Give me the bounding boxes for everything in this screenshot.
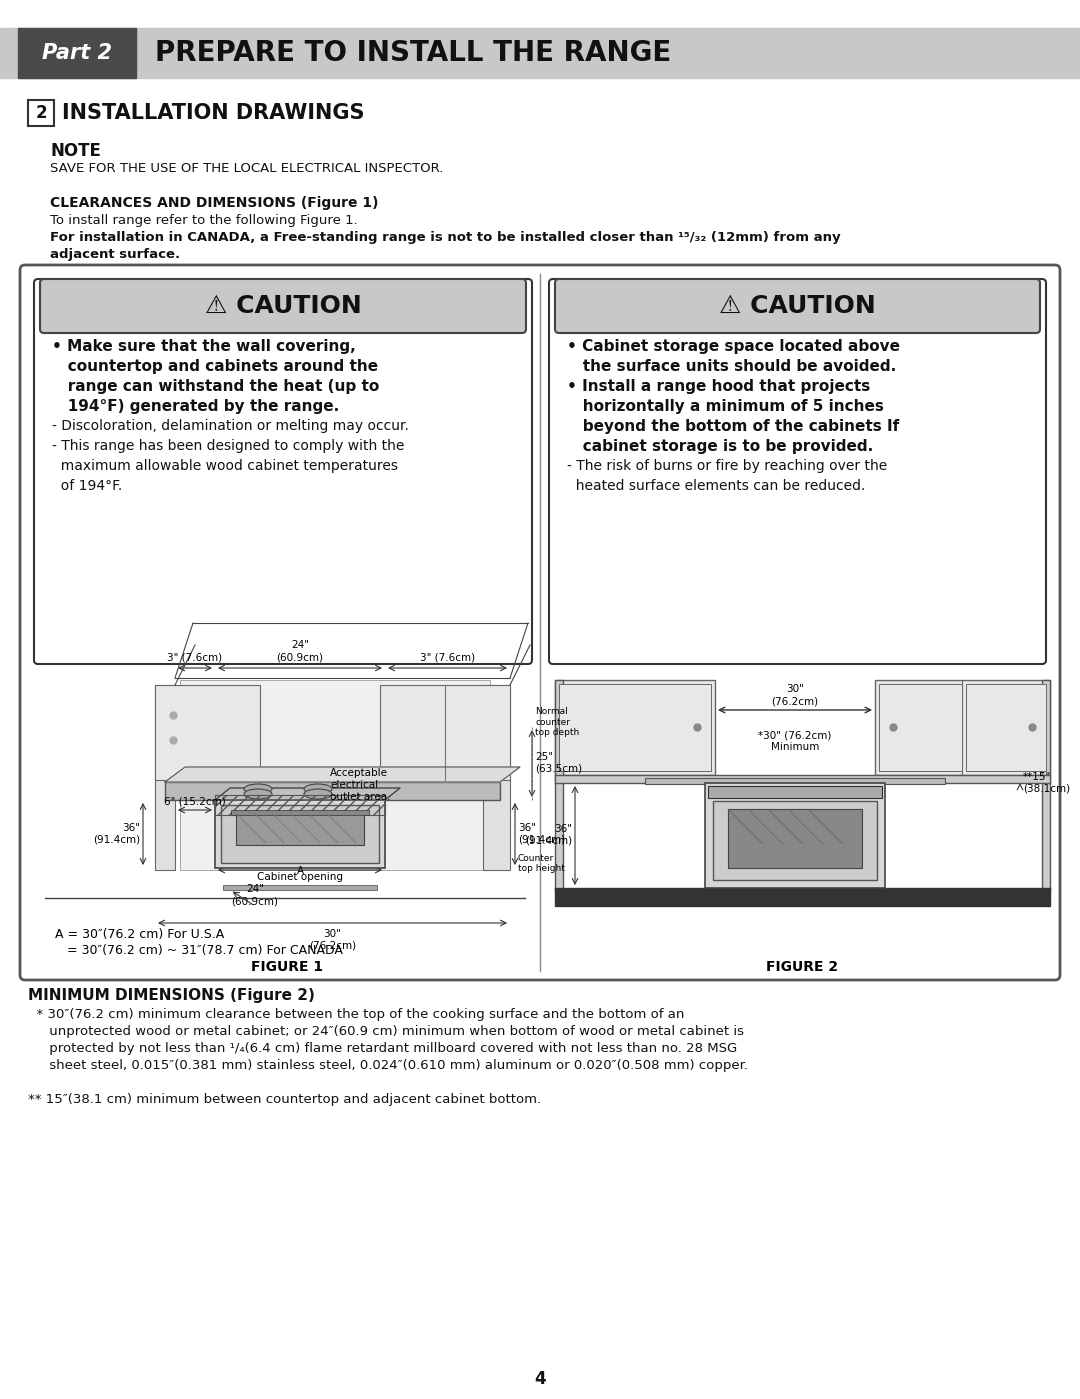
Bar — [879, 684, 962, 771]
Text: 30"
(76.2cm): 30" (76.2cm) — [309, 929, 356, 950]
FancyBboxPatch shape — [21, 264, 1059, 981]
Text: 30"
(76.2cm): 30" (76.2cm) — [771, 684, 819, 706]
Bar — [156, 686, 260, 781]
Ellipse shape — [303, 783, 332, 795]
Text: * 30″(76.2 cm) minimum clearance between the top of the cooking surface and the : * 30″(76.2 cm) minimum clearance between… — [28, 1009, 685, 1021]
Text: = 30″(76.2 cm) ~ 31″(78.7 cm) For CANADA: = 30″(76.2 cm) ~ 31″(78.7 cm) For CANADA — [55, 944, 342, 957]
Polygon shape — [165, 767, 519, 782]
Bar — [222, 886, 377, 890]
Bar — [165, 782, 500, 800]
Text: INSTALLATION DRAWINGS: INSTALLATION DRAWINGS — [62, 104, 365, 123]
Text: • Cabinet storage space located above: • Cabinet storage space located above — [567, 339, 900, 354]
Bar — [645, 778, 945, 783]
Text: 3" (7.6cm): 3" (7.6cm) — [167, 652, 222, 662]
Text: 25"
(63.5cm): 25" (63.5cm) — [535, 753, 582, 774]
Text: - This range has been designed to comply with the: - This range has been designed to comply… — [52, 439, 404, 453]
Text: Cabinet opening: Cabinet opening — [257, 872, 343, 881]
Text: ⚠ CAUTION: ⚠ CAUTION — [719, 294, 876, 318]
Bar — [966, 684, 1047, 771]
Text: beyond the bottom of the cabinets If: beyond the bottom of the cabinets If — [567, 418, 900, 434]
Text: PREPARE TO INSTALL THE RANGE: PREPARE TO INSTALL THE RANGE — [156, 39, 672, 67]
Bar — [0, 28, 1080, 78]
Text: 36"
(91.4cm): 36" (91.4cm) — [518, 823, 565, 845]
Text: CLEARANCES AND DIMENSIONS (Figure 1): CLEARANCES AND DIMENSIONS (Figure 1) — [50, 196, 378, 210]
Text: Part 2: Part 2 — [42, 43, 112, 63]
Text: 24"
(60.9cm): 24" (60.9cm) — [276, 641, 324, 662]
Bar — [231, 810, 369, 816]
Text: countertop and cabinets around the: countertop and cabinets around the — [52, 360, 378, 374]
Text: Counter
top height: Counter top height — [518, 853, 565, 873]
Text: ** 15″(38.1 cm) minimum between countertop and adjacent cabinet bottom.: ** 15″(38.1 cm) minimum between countert… — [28, 1093, 541, 1107]
Text: horizontally a minimum of 5 inches: horizontally a minimum of 5 inches — [567, 399, 883, 414]
FancyBboxPatch shape — [40, 278, 526, 333]
Bar — [705, 783, 885, 888]
Bar — [237, 813, 364, 845]
Text: FIGURE 2: FIGURE 2 — [766, 960, 838, 974]
Bar — [559, 684, 711, 771]
Text: **15"
(38.1cm): **15" (38.1cm) — [1023, 772, 1070, 793]
Text: A: A — [296, 866, 303, 876]
Polygon shape — [215, 788, 400, 800]
Text: cabinet storage is to be provided.: cabinet storage is to be provided. — [567, 439, 874, 455]
FancyBboxPatch shape — [549, 278, 1047, 665]
Text: A = 30″(76.2 cm) For U.S.A: A = 30″(76.2 cm) For U.S.A — [55, 928, 225, 942]
Text: 6" (15.2cm): 6" (15.2cm) — [164, 796, 226, 806]
Text: • Make sure that the wall covering,: • Make sure that the wall covering, — [52, 339, 355, 354]
Bar — [708, 786, 882, 797]
Bar — [483, 686, 510, 870]
Bar — [215, 795, 384, 816]
Text: unprotected wood or metal cabinet; or 24″(60.9 cm) minimum when bottom of wood o: unprotected wood or metal cabinet; or 24… — [28, 1025, 744, 1038]
Bar — [215, 800, 384, 867]
Text: For installation in CANADA, a Free-standing range is not to be installed closer : For installation in CANADA, a Free-stand… — [50, 231, 840, 243]
FancyBboxPatch shape — [33, 278, 532, 665]
Text: - The risk of burns or fire by reaching over the: - The risk of burns or fire by reaching … — [567, 459, 888, 473]
Bar — [180, 680, 490, 870]
Text: 24"
(60.9cm): 24" (60.9cm) — [231, 884, 279, 907]
Text: Normal
counter
top depth: Normal counter top depth — [535, 708, 579, 737]
Bar — [728, 809, 862, 867]
Bar — [555, 888, 1050, 907]
Bar — [221, 804, 379, 863]
Text: SAVE FOR THE USE OF THE LOCAL ELECTRICAL INSPECTOR.: SAVE FOR THE USE OF THE LOCAL ELECTRICAL… — [50, 162, 444, 175]
Text: ⚠ CAUTION: ⚠ CAUTION — [204, 294, 362, 318]
Bar — [555, 775, 1050, 783]
Ellipse shape — [244, 789, 272, 799]
Bar — [875, 680, 1050, 775]
Bar — [555, 680, 715, 775]
Bar — [28, 99, 54, 126]
Text: 4: 4 — [535, 1370, 545, 1388]
Text: 36"
(91.4cm): 36" (91.4cm) — [525, 824, 572, 846]
Bar — [380, 686, 510, 781]
Text: sheet steel, 0.015″(0.381 mm) stainless steel, 0.024″(0.610 mm) aluminum or 0.02: sheet steel, 0.015″(0.381 mm) stainless … — [28, 1059, 748, 1072]
Text: 36"
(91.4cm): 36" (91.4cm) — [93, 823, 140, 845]
Text: the surface units should be avoided.: the surface units should be avoided. — [567, 360, 896, 374]
Bar — [18, 28, 136, 78]
Text: of 194°F.: of 194°F. — [52, 478, 122, 492]
FancyBboxPatch shape — [555, 278, 1040, 333]
Text: Acceptable
electrical
outlet area.: Acceptable electrical outlet area. — [330, 768, 391, 802]
Text: MINIMUM DIMENSIONS (Figure 2): MINIMUM DIMENSIONS (Figure 2) — [28, 988, 315, 1003]
Text: protected by not less than ¹/₄(6.4 cm) flame retardant millboard covered with no: protected by not less than ¹/₄(6.4 cm) f… — [28, 1042, 738, 1055]
Text: 3" (7.6cm): 3" (7.6cm) — [420, 652, 475, 662]
Text: • Install a range hood that projects: • Install a range hood that projects — [567, 379, 870, 395]
Text: FIGURE 1: FIGURE 1 — [252, 960, 324, 974]
Text: heated surface elements can be reduced.: heated surface elements can be reduced. — [567, 478, 865, 492]
Text: 194°F) generated by the range.: 194°F) generated by the range. — [52, 399, 339, 414]
Text: - Discoloration, delamination or melting may occur.: - Discoloration, delamination or melting… — [52, 418, 409, 434]
Text: maximum allowable wood cabinet temperatures: maximum allowable wood cabinet temperatu… — [52, 459, 399, 473]
Bar — [713, 802, 877, 880]
Bar — [555, 680, 563, 893]
Bar — [1042, 680, 1050, 893]
Text: *30" (76.2cm)
Minimum: *30" (76.2cm) Minimum — [758, 730, 832, 751]
Text: adjacent surface.: adjacent surface. — [50, 248, 180, 262]
Ellipse shape — [244, 783, 272, 795]
Ellipse shape — [303, 789, 332, 799]
Text: 2: 2 — [36, 104, 46, 122]
Bar — [156, 686, 175, 870]
Text: NOTE: NOTE — [50, 143, 100, 159]
Text: range can withstand the heat (up to: range can withstand the heat (up to — [52, 379, 379, 395]
Text: To install range refer to the following Figure 1.: To install range refer to the following … — [50, 214, 357, 227]
